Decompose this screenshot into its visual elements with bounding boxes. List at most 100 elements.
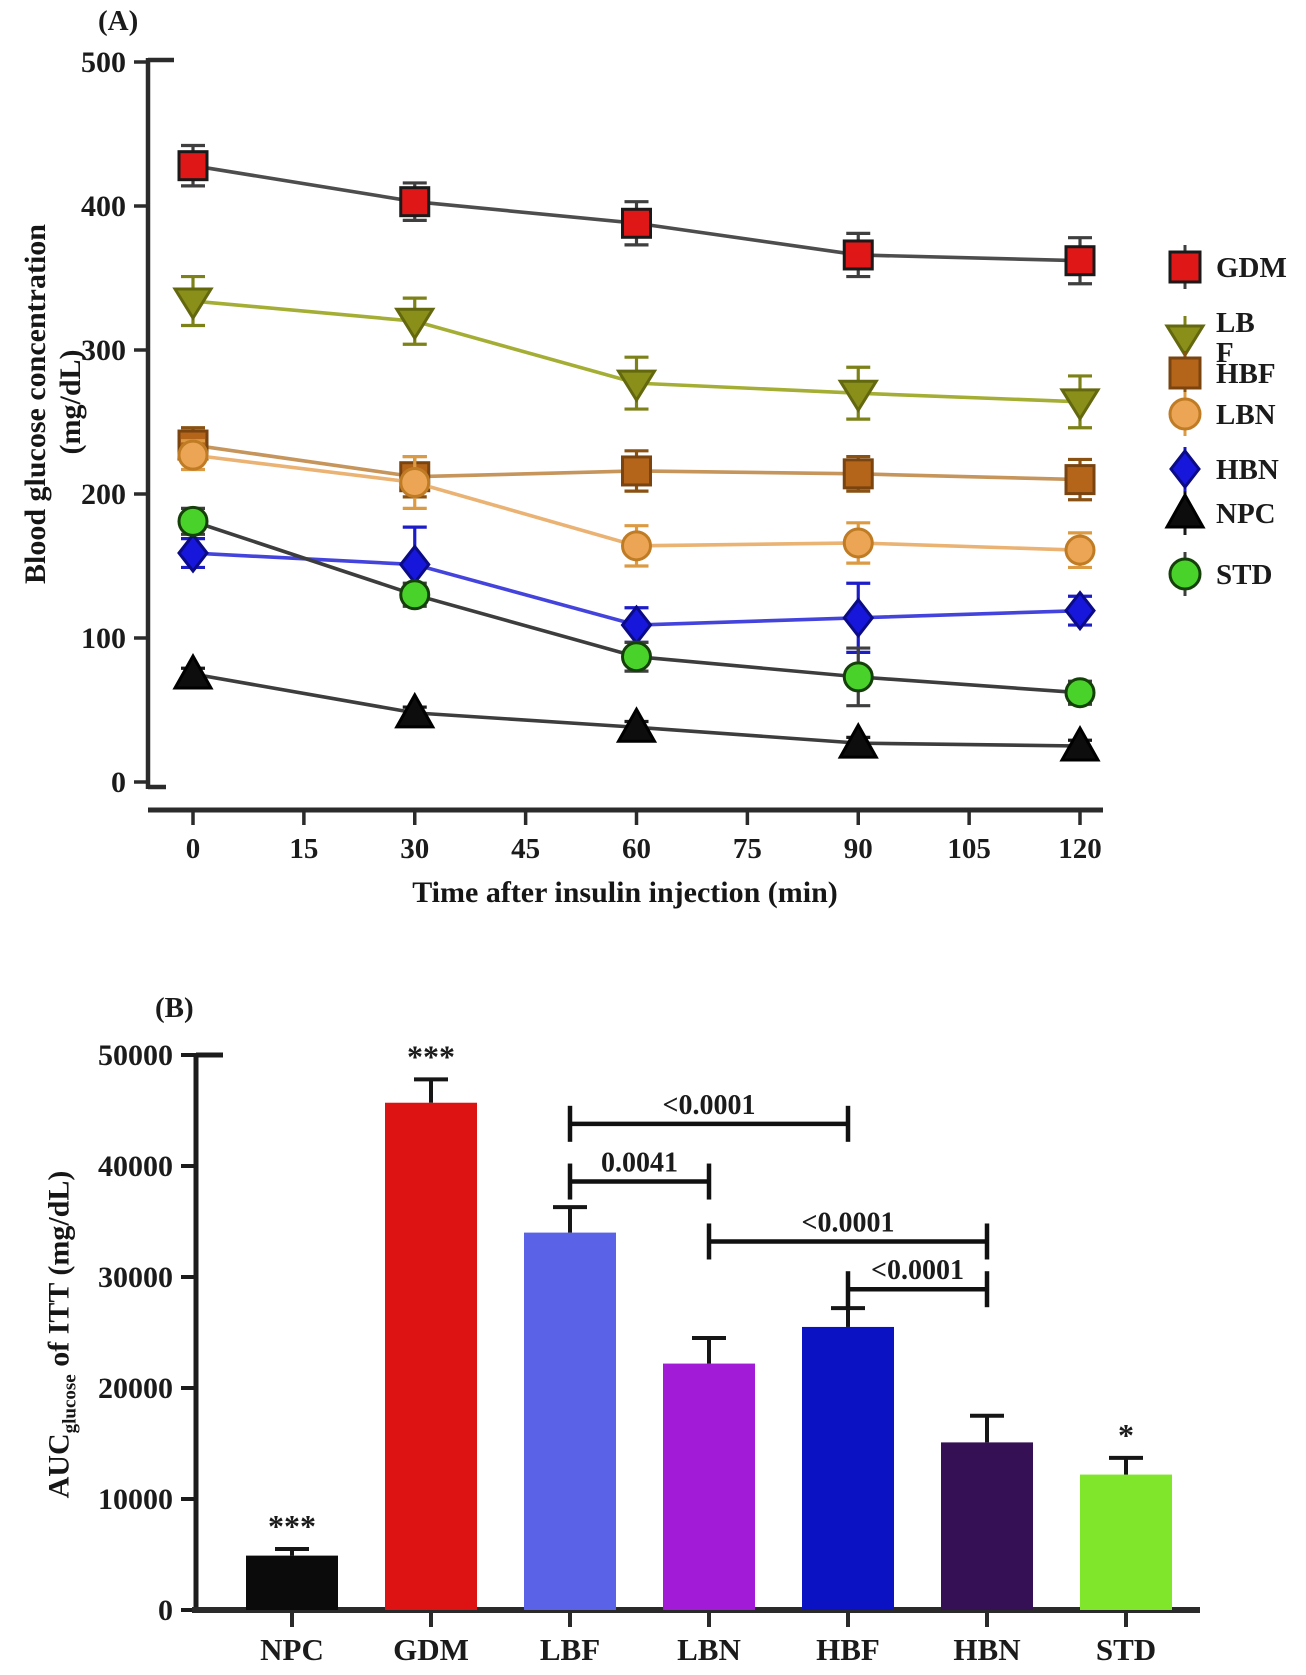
bar-HBF bbox=[802, 1326, 894, 1610]
data-point-STD bbox=[1064, 677, 1096, 709]
legend-item-HBF: HBF bbox=[1168, 351, 1276, 395]
bar-label-HBF: HBF bbox=[816, 1632, 880, 1667]
data-point-NPC bbox=[1059, 724, 1101, 762]
comparison-bracket-1: 0.0041 bbox=[567, 1148, 712, 1200]
legend-marker-GDM bbox=[1168, 250, 1202, 284]
significance-label-GDM: *** bbox=[407, 1038, 455, 1074]
bar-label-NPC: NPC bbox=[260, 1632, 324, 1667]
panel-b-y-tick-label: 30000 bbox=[98, 1261, 173, 1294]
data-point-HBN bbox=[398, 544, 431, 586]
panel-b-y-axis-title-prefix: AUC bbox=[42, 1433, 76, 1499]
panel-b-y-tick-label: 0 bbox=[158, 1594, 173, 1627]
legend-label-HBF: HBF bbox=[1216, 358, 1276, 390]
panel-a-x-axis-title: Time after insulin injection (min) bbox=[412, 876, 838, 909]
data-point-NPC bbox=[394, 691, 436, 729]
bar-group-NPC: *** NPC bbox=[246, 1508, 338, 1667]
data-point-LBN bbox=[1064, 534, 1096, 566]
panel-a-x-tick-label: 60 bbox=[622, 833, 651, 865]
data-point-NPC bbox=[837, 722, 879, 759]
panel-a: 0 100 200 300 400 500 0 15 30 45 60 75 90 105 120 GDM LB… bbox=[81, 46, 1287, 865]
comparison-p-value: 0.0041 bbox=[601, 1148, 678, 1179]
bar-NPC bbox=[246, 1555, 338, 1610]
legend-item-STD: STD bbox=[1168, 552, 1272, 596]
data-point-GDM bbox=[399, 186, 431, 218]
panel-a-x-tick-label: 0 bbox=[186, 833, 201, 865]
data-point-NPC bbox=[615, 706, 658, 743]
data-point-HBN bbox=[620, 604, 653, 646]
series-STD bbox=[177, 505, 1096, 709]
legend-label-LBF: F bbox=[1216, 337, 1234, 369]
data-point-HBN bbox=[177, 532, 209, 574]
panel-a-x-tick-label: 15 bbox=[289, 833, 318, 865]
data-point-STD bbox=[842, 661, 874, 693]
bar-GDM bbox=[385, 1102, 477, 1610]
data-point-STD bbox=[621, 641, 653, 673]
bar-group-LBN: LBN bbox=[663, 1336, 755, 1667]
legend-item-NPC: NPC bbox=[1164, 491, 1276, 535]
bar-label-GDM: GDM bbox=[393, 1632, 469, 1667]
panel-b-y-axis-title-subscript: glucose bbox=[59, 1374, 81, 1434]
panel-a-y-axis-title-line1: Blood glucose concentration bbox=[19, 224, 52, 584]
data-point-HBF bbox=[621, 455, 653, 487]
data-point-LBF bbox=[1059, 388, 1101, 422]
bar-LBF bbox=[524, 1232, 616, 1610]
data-point-LBF bbox=[615, 369, 658, 403]
data-point-LBF bbox=[837, 379, 879, 414]
legend-marker-NPC bbox=[1164, 491, 1206, 529]
legend-label-NPC: NPC bbox=[1216, 498, 1276, 530]
legend-label-STD: STD bbox=[1216, 559, 1272, 591]
bar-group-STD: * STD bbox=[1080, 1417, 1172, 1667]
bar-group-HBN: HBN bbox=[941, 1413, 1033, 1667]
data-point-HBF bbox=[842, 458, 874, 490]
comparison-p-value: <0.0001 bbox=[871, 1255, 964, 1286]
comparison-p-value: <0.0001 bbox=[802, 1207, 895, 1238]
legend-label-LBN: LBN bbox=[1216, 399, 1276, 431]
data-point-LBF bbox=[172, 287, 214, 321]
data-point-LBN bbox=[399, 466, 431, 498]
series-HBF bbox=[177, 426, 1096, 502]
panel-a-y-tick-label: 400 bbox=[81, 190, 126, 223]
legend-item-HBN: HBN bbox=[1169, 447, 1279, 491]
panel-b-y-tick-label: 50000 bbox=[98, 1039, 173, 1072]
data-point-LBN bbox=[842, 527, 874, 559]
data-point-LBN bbox=[177, 439, 209, 471]
data-point-HBN bbox=[842, 597, 875, 639]
series-GDM bbox=[177, 143, 1096, 286]
legend-item-LBF: LBF bbox=[1164, 307, 1255, 369]
legend-item-GDM: GDM bbox=[1168, 245, 1287, 289]
panel-a-y-tick-label: 0 bbox=[111, 766, 126, 799]
data-point-STD bbox=[399, 579, 431, 611]
data-point-NPC bbox=[172, 652, 214, 690]
bar-label-STD: STD bbox=[1096, 1632, 1156, 1667]
panel-a-y-tick-label: 300 bbox=[81, 334, 126, 367]
data-point-LBF bbox=[394, 307, 436, 342]
bar-label-HBN: HBN bbox=[953, 1632, 1020, 1667]
bar-HBN bbox=[941, 1442, 1033, 1610]
panel-a-y-axis-title-line2: (mg/dL) bbox=[54, 349, 87, 455]
comparison-bracket-0: <0.0001 bbox=[567, 1090, 851, 1142]
data-point-GDM bbox=[842, 239, 874, 271]
panel-b-y-tick-label: 20000 bbox=[98, 1372, 173, 1405]
legend-marker-HBF bbox=[1168, 356, 1202, 390]
bar-label-LBN: LBN bbox=[677, 1632, 741, 1667]
comparison-bracket-2: <0.0001 bbox=[706, 1207, 990, 1260]
legend-marker-LBF bbox=[1164, 324, 1206, 358]
bar-group-GDM: *** GDM bbox=[385, 1038, 477, 1667]
series-NPC bbox=[172, 652, 1101, 762]
legend-label-HBN: HBN bbox=[1216, 454, 1279, 486]
bar-group-HBF: HBF bbox=[802, 1306, 894, 1667]
series-HBN bbox=[177, 525, 1096, 655]
panel-a-y-tick-label: 200 bbox=[81, 478, 126, 511]
bar-STD bbox=[1080, 1474, 1172, 1610]
legend-marker-STD bbox=[1168, 557, 1202, 591]
panel-a-x-tick-label: 120 bbox=[1058, 833, 1102, 865]
data-point-LBN bbox=[621, 530, 653, 562]
panel-a-label: (A) bbox=[98, 5, 139, 37]
panel-b-y-tick-label: 10000 bbox=[98, 1483, 173, 1516]
data-point-HBN bbox=[1064, 590, 1096, 632]
legend-label-LBF: LB bbox=[1216, 307, 1255, 339]
legend-item-LBN: LBN bbox=[1168, 392, 1276, 436]
